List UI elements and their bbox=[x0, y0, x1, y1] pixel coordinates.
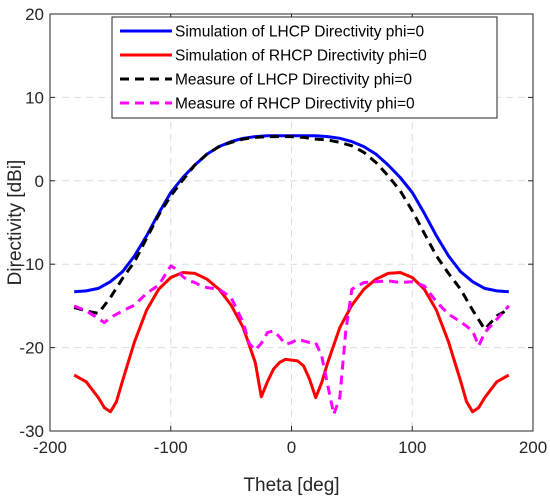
legend: Simulation of LHCP Directivity phi=0 Simu… bbox=[111, 16, 498, 119]
x-tick-label: 200 bbox=[519, 438, 547, 457]
legend-label-3: Measure of LHCP Directivity phi=0 bbox=[175, 72, 412, 89]
x-axis-label: Theta [deg] bbox=[243, 475, 339, 496]
series-line-2 bbox=[73, 271, 510, 414]
series-line-3 bbox=[73, 135, 510, 331]
y-tick-label: -20 bbox=[19, 339, 44, 358]
series-line-4 bbox=[73, 264, 510, 416]
y-tick-label: 10 bbox=[25, 88, 44, 107]
legend-box bbox=[111, 16, 498, 119]
y-tick-label: -30 bbox=[19, 422, 44, 441]
legend-label-1: Simulation of LHCP Directivity phi=0 bbox=[175, 24, 424, 41]
y-tick-label: 20 bbox=[25, 5, 44, 24]
x-tick-label: -100 bbox=[154, 438, 188, 457]
y-tick-label: 0 bbox=[35, 172, 44, 191]
series-layer bbox=[73, 134, 510, 416]
y-tick-label: -10 bbox=[19, 255, 44, 274]
x-tick-label: 100 bbox=[398, 438, 426, 457]
legend-label-4: Measure of RHCP Directivity phi=0 bbox=[175, 96, 415, 113]
y-axis-label: Directivity [dBi] bbox=[5, 160, 26, 286]
x-tick-label: 0 bbox=[287, 438, 296, 457]
legend-label-2: Simulation of RHCP Directivity phi=0 bbox=[175, 48, 427, 65]
x-tick-label: -200 bbox=[33, 438, 67, 457]
